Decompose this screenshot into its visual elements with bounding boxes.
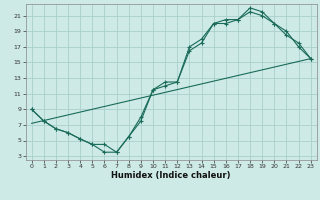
X-axis label: Humidex (Indice chaleur): Humidex (Indice chaleur) <box>111 171 231 180</box>
